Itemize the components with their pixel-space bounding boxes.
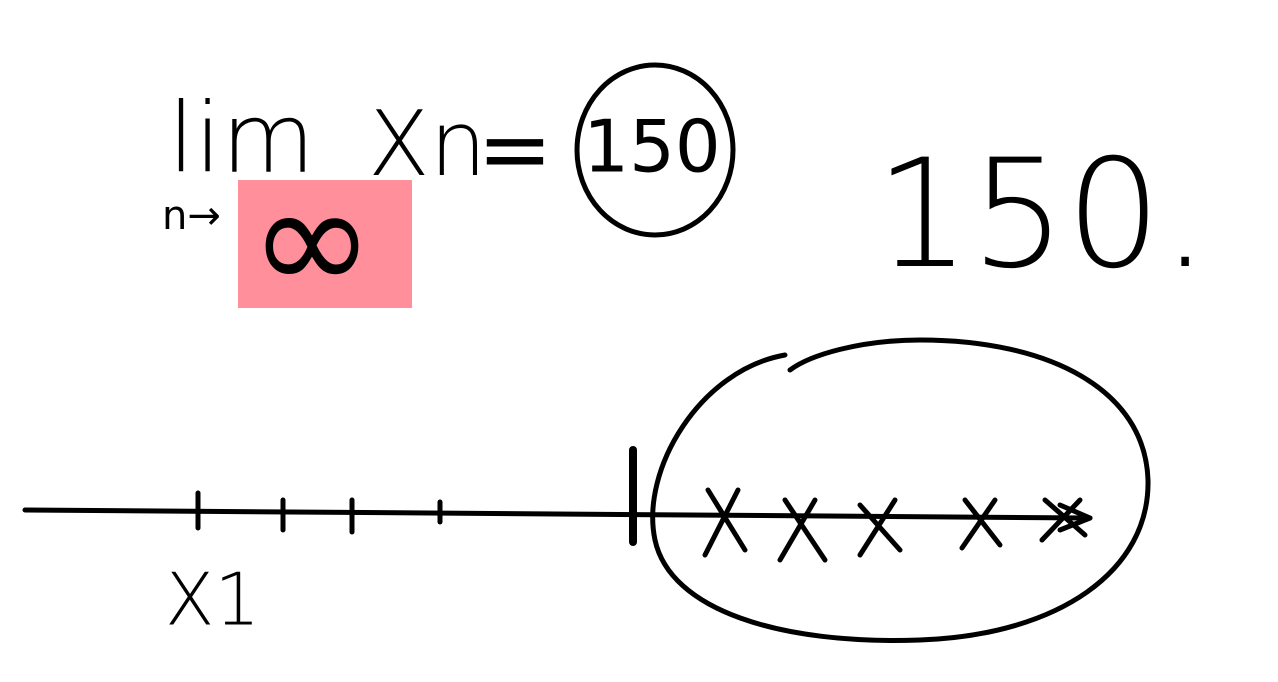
- axis-label: X1: [165, 558, 260, 642]
- side-note: 150.: [875, 128, 1209, 302]
- limit-target: ∞: [250, 153, 375, 327]
- equals-sign: =: [477, 97, 552, 202]
- number-line: [22, 507, 1093, 521]
- result-circle: [574, 62, 736, 238]
- sequence-variable: Xn: [368, 92, 487, 197]
- limit-subscript: n→: [162, 193, 221, 239]
- highlight: [238, 180, 412, 308]
- limit-operator: lim: [168, 82, 315, 194]
- tick-marks: [195, 490, 443, 535]
- sequence-points: [702, 487, 1088, 563]
- tail-ellipse: [650, 337, 1151, 643]
- limit-result: 150: [583, 105, 720, 189]
